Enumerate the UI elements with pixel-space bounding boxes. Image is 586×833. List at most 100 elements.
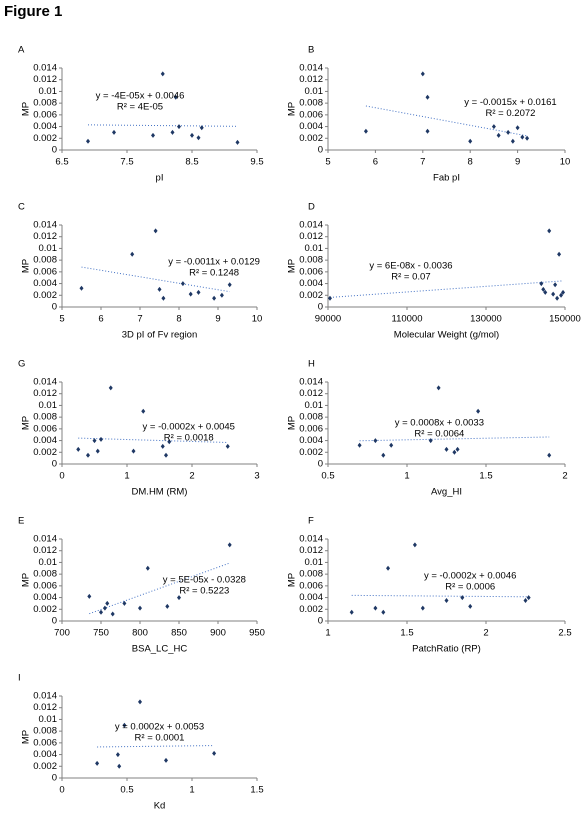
x-tick-label: 150000 (549, 314, 581, 325)
r-squared: R² = 0.0018 (164, 433, 214, 444)
y-tick-label: 0 (318, 616, 323, 627)
data-point (122, 722, 127, 728)
y-tick-label: 0.002 (33, 604, 57, 615)
data-point (468, 603, 473, 609)
data-point (105, 600, 110, 606)
data-point (227, 282, 232, 288)
data-point (559, 292, 564, 298)
data-point (212, 295, 217, 301)
y-tick-label: 0.006 (33, 109, 57, 120)
y-tick-label: 0.014 (33, 63, 57, 74)
data-point (212, 750, 217, 756)
y-tick-label: 0.008 (33, 255, 57, 266)
r-squared: R² = 0.5223 (179, 586, 229, 597)
y-tick-label: 0.012 (33, 702, 57, 713)
r-squared: R² = 0.0001 (135, 733, 185, 744)
data-point (161, 295, 166, 301)
y-tick-label: 0.002 (33, 761, 57, 772)
panel-letter: B (308, 45, 314, 56)
data-point (357, 442, 362, 448)
r-squared: R² = 4E-05 (117, 101, 163, 112)
panel-letter: A (18, 45, 25, 56)
data-point (196, 289, 201, 295)
trend-equation: y = -0.0002x + 0.0046 (424, 570, 516, 581)
data-point (188, 291, 193, 297)
x-tick-label: 8 (468, 157, 473, 168)
y-tick-label: 0.008 (299, 412, 323, 423)
y-tick-label: 0.008 (33, 412, 57, 423)
data-point (190, 132, 194, 138)
x-tick-label: 2 (189, 471, 194, 482)
data-point (539, 281, 544, 287)
x-tick-label: 900 (210, 628, 226, 639)
panel-letter: D (308, 202, 315, 213)
data-point (381, 609, 386, 615)
x-tick-label: 1 (189, 785, 194, 796)
trendline (78, 437, 228, 443)
trend-equation: y = -0.0011x + 0.0129 (168, 256, 260, 267)
y-tick-label: 0.006 (299, 109, 323, 120)
y-tick-label: 0 (318, 145, 323, 156)
data-point (452, 449, 457, 455)
x-tick-label: 0 (59, 785, 64, 796)
y-tick-label: 0.01 (305, 400, 324, 411)
data-point (164, 452, 168, 458)
data-point (425, 94, 430, 100)
data-point (180, 281, 185, 287)
x-axis-label: 3D pI of Fv region (122, 330, 198, 341)
data-point (165, 603, 170, 609)
data-point (219, 292, 224, 298)
data-point (444, 598, 449, 603)
trend-equation: y = 6E-08x - 0.0036 (369, 261, 452, 272)
data-point (373, 438, 378, 444)
x-tick-label: 2 (562, 471, 567, 482)
x-tick-label: 10 (252, 314, 263, 325)
y-tick-label: 0.002 (33, 133, 57, 144)
y-tick-label: 0.012 (299, 388, 323, 399)
data-point (520, 134, 525, 140)
data-point (412, 542, 417, 548)
x-tick-label: 6.5 (55, 157, 68, 168)
data-point (170, 129, 175, 135)
y-tick-label: 0 (52, 145, 57, 156)
x-tick-label: 9 (515, 157, 520, 168)
data-point (436, 385, 441, 391)
x-tick-label: 5 (325, 157, 330, 168)
y-tick-label: 0.012 (33, 388, 57, 399)
y-tick-label: 0.004 (33, 278, 57, 289)
r-squared: R² = 0.1248 (189, 267, 239, 278)
data-point (160, 443, 165, 449)
y-tick-label: 0.008 (299, 98, 323, 109)
y-axis-label: MP (21, 573, 32, 587)
y-tick-label: 0.008 (299, 255, 323, 266)
y-tick-label: 0.004 (33, 749, 57, 760)
x-tick-label: 850 (171, 628, 187, 639)
x-axis-label: Molecular Weight (g/mol) (394, 330, 499, 341)
trend-equation: y = -0.0002x + 0.0045 (143, 422, 235, 433)
data-point (86, 452, 90, 458)
x-tick-label: 2 (483, 628, 488, 639)
y-tick-label: 0.01 (305, 86, 324, 97)
trendline (87, 124, 238, 127)
data-point (389, 442, 394, 448)
data-point (523, 598, 528, 603)
data-point (496, 132, 501, 138)
x-tick-label: 90000 (315, 314, 341, 325)
trend-equation: y = 5E-05x - 0.0328 (163, 575, 246, 586)
y-tick-label: 0.01 (305, 557, 324, 568)
x-tick-label: 1 (404, 471, 409, 482)
y-tick-label: 0.006 (33, 423, 57, 434)
data-point (444, 446, 449, 452)
x-axis-label: Kd (154, 801, 166, 812)
y-tick-label: 0.002 (299, 290, 323, 301)
y-tick-label: 0.002 (299, 604, 323, 615)
data-point (138, 605, 142, 611)
data-point (157, 286, 162, 292)
y-tick-label: 0 (52, 302, 57, 313)
data-point (167, 439, 172, 445)
data-point (151, 132, 155, 138)
